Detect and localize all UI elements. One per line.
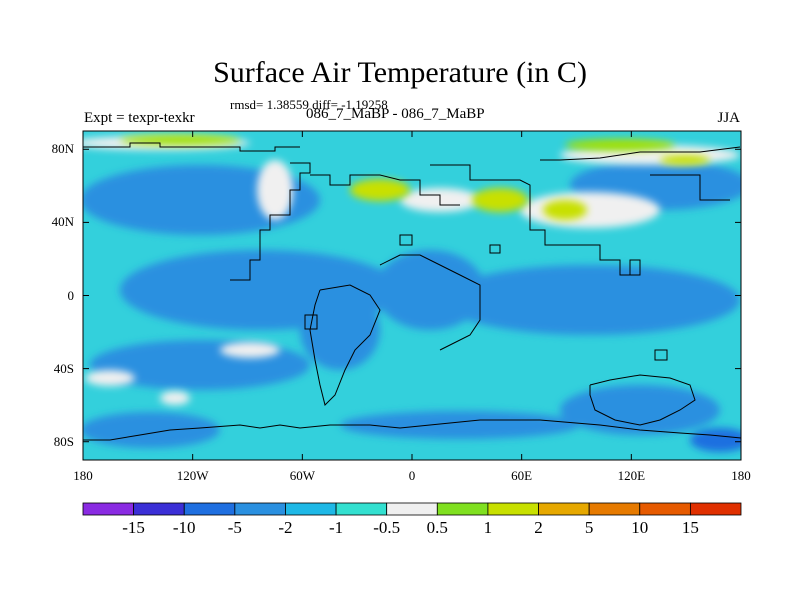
colorbar-swatch	[285, 502, 337, 516]
field-cool-southwest	[83, 412, 220, 448]
field-cool-south-america	[300, 290, 380, 370]
lat-tick-label: 0	[67, 287, 75, 303]
lon-tick-label: 0	[408, 468, 416, 483]
colorbar-label: -0.5	[373, 518, 401, 537]
field-warm-asia	[543, 200, 587, 220]
colorbar-label: 10	[631, 518, 649, 537]
coast-island-4	[654, 349, 668, 361]
coast-island-5	[629, 259, 641, 276]
coast-africa	[379, 254, 481, 351]
lon-tick-label: 180	[731, 468, 751, 483]
coast-north-america	[230, 162, 311, 281]
field-neutral-asia	[520, 192, 660, 228]
colorbar-swatch	[133, 502, 185, 516]
lat-tick-label: 40N	[51, 214, 74, 230]
lat-tick-label: 80S	[53, 433, 74, 449]
coastlines	[83, 142, 741, 441]
colorbar-label: -10	[172, 518, 196, 537]
coast-eurasia	[430, 164, 640, 276]
stats-label: rmsd= 1.38559 diff= -1.19258	[230, 97, 388, 112]
coast-antarctica	[83, 419, 741, 441]
latitude-ticks	[83, 148, 741, 443]
chart-title: Surface Air Temperature (in C)	[213, 56, 587, 89]
colorbar-label: 5	[584, 518, 594, 537]
coast-arctic-east	[540, 146, 741, 161]
coast-island-1	[399, 234, 413, 246]
colorbar-swatch	[234, 502, 286, 516]
colorbar-swatch	[689, 502, 742, 516]
coast-arctic-west	[83, 142, 300, 152]
field-neutral-greenland	[257, 160, 293, 220]
colorbar-swatch	[335, 502, 388, 516]
colorbar-label: 0.5	[426, 518, 448, 537]
field-cool-africa	[375, 250, 485, 330]
colorbar-swatch	[82, 502, 135, 516]
coast-australia	[589, 374, 696, 426]
colorbar-swatch	[386, 502, 438, 516]
experiment-label: Expt = texpr-texkr	[84, 110, 195, 126]
field-cool-indian-ocean	[440, 265, 740, 335]
colorbar-label: -15	[122, 518, 145, 537]
colorbar-label: 15	[681, 518, 699, 537]
lon-tick-label: 180	[73, 468, 93, 483]
lon-tick-label: 120E	[617, 468, 646, 483]
temperature-field	[83, 131, 741, 460]
colorbar-label: 2	[534, 518, 543, 537]
lon-tick-label: 120W	[176, 468, 209, 483]
colorbar-label: -2	[278, 518, 293, 537]
field-neutral-west2	[160, 391, 190, 405]
colorbar-swatch	[588, 502, 641, 516]
run-label: 086_7_MaBP - 086_7_MaBP	[306, 106, 485, 122]
colorbar-swatch	[538, 502, 590, 516]
field-neutral-south-pacific	[220, 342, 280, 358]
field-neutral-west	[85, 370, 135, 386]
field-warm-north-atlantic	[350, 179, 410, 201]
field-warm-northeast	[660, 155, 710, 165]
lat-tick-label: 80N	[51, 141, 74, 157]
coast-island-2	[489, 244, 501, 254]
field-warm-arctic-east	[565, 139, 675, 151]
colorbar-swatch	[436, 502, 489, 516]
colorbar-swatch	[639, 502, 691, 516]
coast-south-america	[309, 284, 381, 406]
season-label: JJA	[717, 110, 740, 126]
field-cool-southern-ocean	[560, 385, 720, 435]
field-warm-siberia	[472, 188, 528, 212]
colorbar-label: -1	[328, 518, 344, 537]
colorbar-label: 1	[483, 518, 493, 537]
lon-tick-label: 60W	[289, 468, 315, 483]
lon-tick-label: 60E	[511, 468, 533, 483]
coast-far-east	[650, 174, 730, 201]
longitude-ticks	[82, 131, 742, 460]
colorbar-swatch	[183, 502, 236, 516]
lat-tick-label: 40S	[53, 360, 74, 376]
colorbar-swatch	[487, 502, 539, 516]
colorbar	[82, 502, 742, 516]
field-cold-corner	[690, 428, 741, 452]
colorbar-label: -5	[227, 518, 242, 537]
coast-north-atlantic	[310, 174, 460, 206]
field-cool-antarctic-rim	[340, 411, 580, 439]
coast-island-3	[304, 314, 318, 330]
